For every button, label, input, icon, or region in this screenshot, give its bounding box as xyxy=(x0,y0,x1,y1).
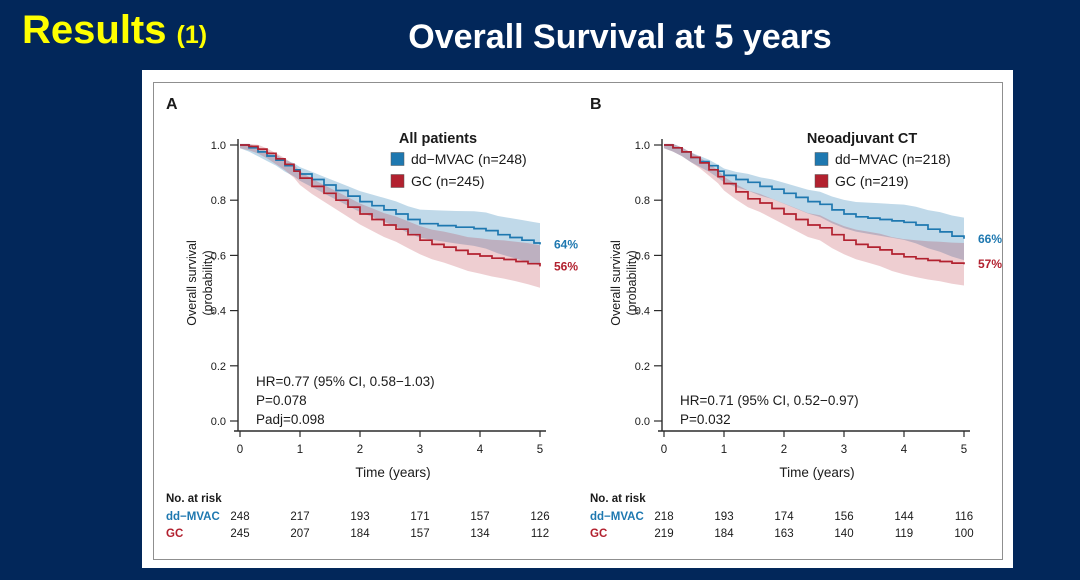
y-tick-label: 0.4 xyxy=(211,306,226,318)
risk-value: 218 xyxy=(654,511,673,523)
y-tick-label: 0.6 xyxy=(635,250,650,262)
y-tick-label: 0.6 xyxy=(211,250,226,262)
x-tick-label: 4 xyxy=(901,444,908,456)
y-axis-title-line2: (probability) xyxy=(625,250,639,315)
results-suffix: (1) xyxy=(176,21,208,49)
x-tick-label: 5 xyxy=(961,444,967,456)
legend-swatch-red xyxy=(390,174,405,188)
risk-table-header: No. at risk xyxy=(166,493,222,505)
stat-annotation: P=0.078 xyxy=(256,393,307,408)
risk-value: 116 xyxy=(955,511,973,523)
risk-row-label: dd−MVAC xyxy=(166,511,220,523)
y-tick-label: 0.0 xyxy=(635,416,650,428)
confidence-band-red xyxy=(240,143,540,288)
legend-swatch-blue xyxy=(814,152,829,166)
legend-item-label: dd−MVAC (n=218) xyxy=(835,151,951,167)
risk-value: 171 xyxy=(410,511,429,523)
slide-section-heading: Results (1) xyxy=(22,8,207,53)
stat-annotation: HR=0.71 (95% CI, 0.52−0.97) xyxy=(680,393,859,408)
legend-swatch-blue xyxy=(390,152,405,166)
x-tick-label: 3 xyxy=(417,444,423,456)
risk-value: 157 xyxy=(410,528,429,540)
y-tick-label: 0.4 xyxy=(635,306,650,318)
km-curve-blue xyxy=(664,144,965,239)
risk-value: 126 xyxy=(530,511,549,523)
risk-value: 144 xyxy=(894,511,914,523)
km-panel-b: 0.0 0.2 0.4 0.6 0.8 1.0 0 1 2 3 4 5 Time (years) Over… xyxy=(578,82,1003,560)
risk-value: 248 xyxy=(230,511,249,523)
risk-row-label: GC xyxy=(590,528,607,540)
legend-item-label: dd−MVAC (n=248) xyxy=(411,151,527,167)
end-percent-label: 64% xyxy=(554,237,578,251)
y-tick-label: 1.0 xyxy=(635,140,650,152)
risk-value: 157 xyxy=(470,511,489,523)
risk-value: 163 xyxy=(774,528,793,540)
x-tick-label: 2 xyxy=(781,444,787,456)
risk-value: 140 xyxy=(834,528,853,540)
km-plot-a: 0.0 0.2 0.4 0.6 0.8 1.0 0 1 2 3 4 5 Time (years) Over… xyxy=(166,96,578,540)
legend-item-label: GC (n=219) xyxy=(835,173,909,189)
x-tick-label: 4 xyxy=(477,444,484,456)
x-tick-label: 0 xyxy=(661,444,667,456)
end-percent-label: 56% xyxy=(554,259,578,273)
risk-value: 119 xyxy=(895,528,913,540)
end-percent-label: 57% xyxy=(978,257,1002,271)
risk-value: 219 xyxy=(654,528,673,540)
x-tick-label: 1 xyxy=(297,444,303,456)
risk-value: 193 xyxy=(714,511,733,523)
risk-value: 193 xyxy=(350,511,369,523)
risk-value: 207 xyxy=(290,528,309,540)
km-curve-blue xyxy=(240,144,541,245)
risk-table-header: No. at risk xyxy=(590,493,646,505)
km-curve-red xyxy=(240,144,541,267)
km-panel-a: 0.0 0.2 0.4 0.6 0.8 1.0 0 1 2 3 4 5 Time (years) Over… xyxy=(153,82,579,560)
y-tick-label: 0.2 xyxy=(211,361,226,373)
x-tick-label: 5 xyxy=(537,444,543,456)
end-percent-label: 66% xyxy=(978,232,1002,246)
x-axis-title: Time (years) xyxy=(779,465,854,480)
risk-value: 184 xyxy=(350,528,370,540)
legend-title: All patients xyxy=(399,131,477,147)
risk-value: 112 xyxy=(531,528,549,540)
y-axis-title-line1: Overall survival xyxy=(609,240,623,325)
risk-value: 217 xyxy=(290,511,309,523)
x-tick-label: 1 xyxy=(721,444,727,456)
x-tick-label: 0 xyxy=(237,444,243,456)
y-axis-title-line1: Overall survival xyxy=(185,240,199,325)
x-axis-title: Time (years) xyxy=(355,465,430,480)
y-tick-label: 0.2 xyxy=(635,361,650,373)
figure-card: 0.0 0.2 0.4 0.6 0.8 1.0 0 1 2 3 4 5 Time (years) Over… xyxy=(142,70,1013,568)
slide-title: Overall Survival at 5 years xyxy=(408,18,832,56)
risk-value: 134 xyxy=(470,528,490,540)
stat-annotation: HR=0.77 (95% CI, 0.58−1.03) xyxy=(256,374,435,389)
risk-value: 156 xyxy=(834,511,853,523)
risk-value: 184 xyxy=(714,528,734,540)
confidence-band-blue xyxy=(240,143,540,266)
stat-annotation: Padj=0.098 xyxy=(256,412,325,427)
y-axis-title-line2: (probability) xyxy=(201,250,215,315)
risk-row-label: dd−MVAC xyxy=(590,511,644,523)
stat-annotation: P=0.032 xyxy=(680,412,731,427)
risk-value: 100 xyxy=(954,528,973,540)
km-curve-red xyxy=(664,144,965,265)
risk-value: 245 xyxy=(230,528,249,540)
y-tick-label: 0.0 xyxy=(211,416,226,428)
risk-value: 174 xyxy=(774,511,794,523)
results-label: Results xyxy=(22,8,167,52)
x-tick-label: 2 xyxy=(357,444,363,456)
y-tick-label: 1.0 xyxy=(211,140,226,152)
panel-label: B xyxy=(590,96,602,113)
x-tick-label: 3 xyxy=(841,444,847,456)
y-tick-label: 0.8 xyxy=(211,195,226,207)
legend-item-label: GC (n=245) xyxy=(411,173,485,189)
km-plot-b: 0.0 0.2 0.4 0.6 0.8 1.0 0 1 2 3 4 5 Time (years) Over… xyxy=(590,96,1002,540)
panel-label: A xyxy=(166,96,178,113)
legend-swatch-red xyxy=(814,174,829,188)
legend-title: Neoadjuvant CT xyxy=(807,131,918,147)
y-tick-label: 0.8 xyxy=(635,195,650,207)
risk-row-label: GC xyxy=(166,528,183,540)
